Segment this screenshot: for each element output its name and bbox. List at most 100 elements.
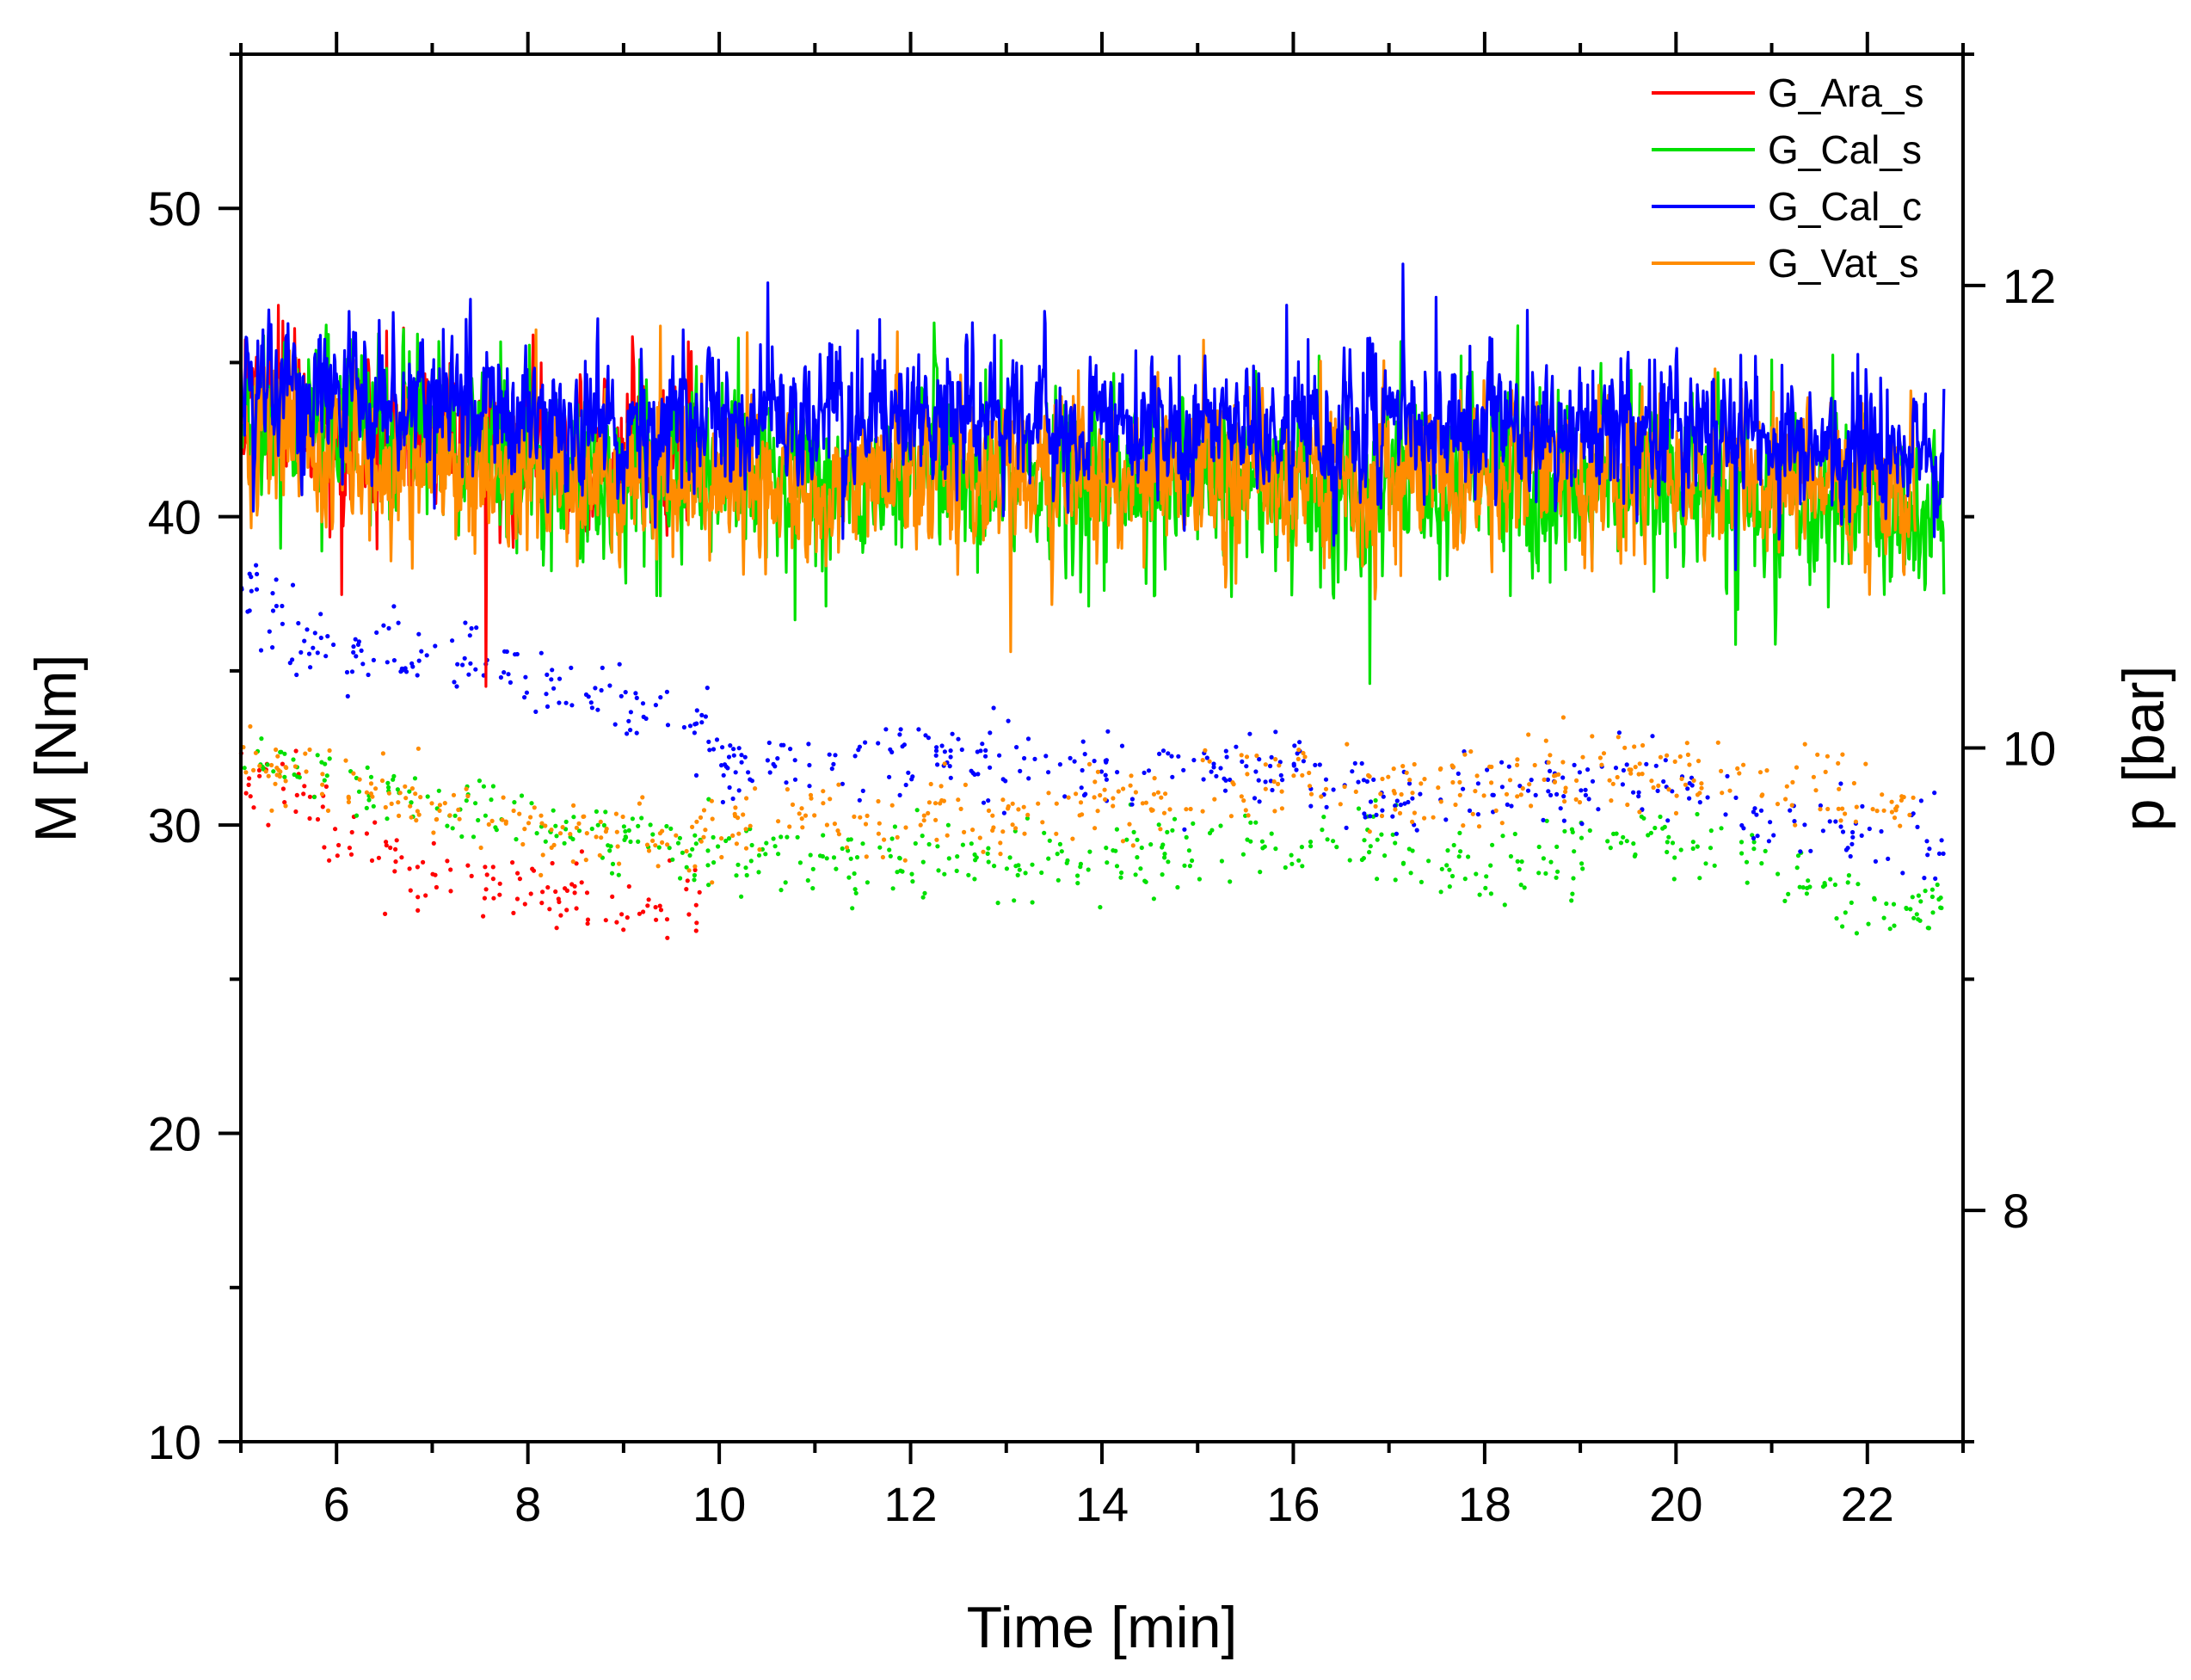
pressure-point xyxy=(938,801,943,806)
pressure-point xyxy=(1374,812,1379,818)
pressure-point xyxy=(545,885,551,890)
pressure-point xyxy=(739,760,744,765)
pressure-point xyxy=(628,839,633,845)
pressure-point xyxy=(469,625,474,631)
pressure-point xyxy=(650,838,655,844)
pressure-point xyxy=(1636,790,1641,795)
pressure-point xyxy=(502,649,508,654)
pressure-point xyxy=(1555,869,1560,874)
pressure-point xyxy=(701,808,707,813)
torque-line-G_Vat_s xyxy=(239,324,1917,654)
pressure-point xyxy=(1719,826,1724,831)
pressure-point xyxy=(553,823,558,828)
pressure-point xyxy=(1891,902,1897,907)
pressure-point xyxy=(1712,863,1717,868)
pressure-point xyxy=(251,805,256,810)
pressure-point xyxy=(1036,801,1041,806)
pressure-point xyxy=(1283,865,1288,871)
pressure-point xyxy=(1092,779,1098,785)
pressure-point xyxy=(1640,742,1646,748)
pressure-point xyxy=(1367,850,1372,855)
pressure-point xyxy=(877,845,883,850)
pressure-point xyxy=(243,791,249,796)
pressure-point xyxy=(1580,754,1585,760)
pressure-point xyxy=(1840,924,1845,929)
pressure-point xyxy=(557,700,562,705)
pressure-point xyxy=(1532,762,1537,768)
pressure-point xyxy=(1822,881,1827,886)
torque-line-G_Cal_c xyxy=(239,262,1946,571)
pressure-point xyxy=(1166,751,1171,756)
pressure-point xyxy=(1569,898,1574,903)
pressure-point xyxy=(1279,806,1284,811)
pressure-point xyxy=(1218,823,1223,828)
pressure-point xyxy=(692,867,698,873)
pressure-point xyxy=(1022,755,1027,761)
pressure-point xyxy=(1889,799,1894,804)
pressure-series-G_Cal_s xyxy=(242,736,1944,936)
pressure-point xyxy=(975,749,980,754)
pressure-point xyxy=(733,805,738,810)
pressure-point xyxy=(569,703,575,708)
pressure-point xyxy=(1696,759,1702,764)
pressure-point xyxy=(1811,774,1816,779)
pressure-point xyxy=(385,816,390,822)
pressure-point xyxy=(437,808,442,814)
pressure-point xyxy=(1789,803,1794,808)
pressure-point xyxy=(1218,766,1223,771)
pressure-point xyxy=(1307,770,1312,776)
pressure-point xyxy=(1703,861,1708,866)
pressure-point xyxy=(570,859,575,865)
pressure-point xyxy=(1111,796,1116,801)
pressure-point xyxy=(684,865,689,870)
pressure-point xyxy=(1253,769,1259,774)
pressure-point xyxy=(1904,906,1909,911)
y-axis-title: M [Nm] xyxy=(23,654,89,842)
pressure-point xyxy=(586,694,591,699)
pressure-point xyxy=(614,920,619,925)
pressure-point xyxy=(981,800,987,805)
pressure-point xyxy=(1120,839,1126,844)
pressure-point xyxy=(1632,744,1637,749)
pressure-point xyxy=(514,896,520,902)
pressure-point xyxy=(403,796,409,801)
pressure-point xyxy=(1021,804,1026,809)
y-tick-label: 20 xyxy=(148,1107,201,1161)
pressure-point xyxy=(992,864,997,869)
pressure-point xyxy=(790,802,796,808)
pressure-point xyxy=(1160,842,1166,847)
pressure-point xyxy=(269,808,274,813)
pressure-point xyxy=(1697,876,1702,881)
pressure-point xyxy=(448,889,453,894)
pressure-point xyxy=(1207,759,1212,764)
pressure-point xyxy=(942,749,947,754)
pressure-point xyxy=(744,872,749,878)
pressure-point xyxy=(1062,794,1068,799)
pressure-point xyxy=(473,801,478,806)
pressure-point xyxy=(1546,789,1551,794)
pressure-point xyxy=(351,644,356,649)
pressure-point xyxy=(384,840,389,845)
pressure-point xyxy=(1114,827,1119,832)
pressure-point xyxy=(283,803,288,809)
pressure-point xyxy=(549,677,554,682)
pressure-point xyxy=(1445,848,1450,853)
pressure-point xyxy=(1419,879,1424,884)
pressure-point xyxy=(431,840,436,846)
pressure-point xyxy=(1074,791,1079,797)
pressure-point xyxy=(1818,807,1823,812)
pressure-point xyxy=(576,821,582,827)
pressure-point xyxy=(1699,785,1704,791)
pressure-point xyxy=(270,591,275,596)
pressure-point xyxy=(1616,735,1621,740)
pressure-point xyxy=(1209,769,1214,774)
pressure-point xyxy=(503,819,508,824)
pressure-point xyxy=(1543,738,1548,743)
pressure-point xyxy=(1013,864,1019,869)
pressure-point xyxy=(1776,871,1781,877)
pressure-point xyxy=(437,803,442,808)
y-tick-label: 10 xyxy=(148,1415,201,1469)
pressure-point xyxy=(799,816,804,822)
pressure-point xyxy=(1644,761,1649,766)
pressure-point xyxy=(498,674,504,680)
